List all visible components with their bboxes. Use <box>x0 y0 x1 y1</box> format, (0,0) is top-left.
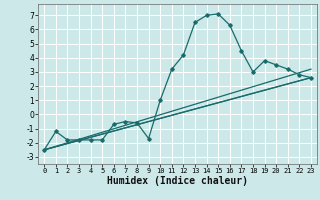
X-axis label: Humidex (Indice chaleur): Humidex (Indice chaleur) <box>107 176 248 186</box>
